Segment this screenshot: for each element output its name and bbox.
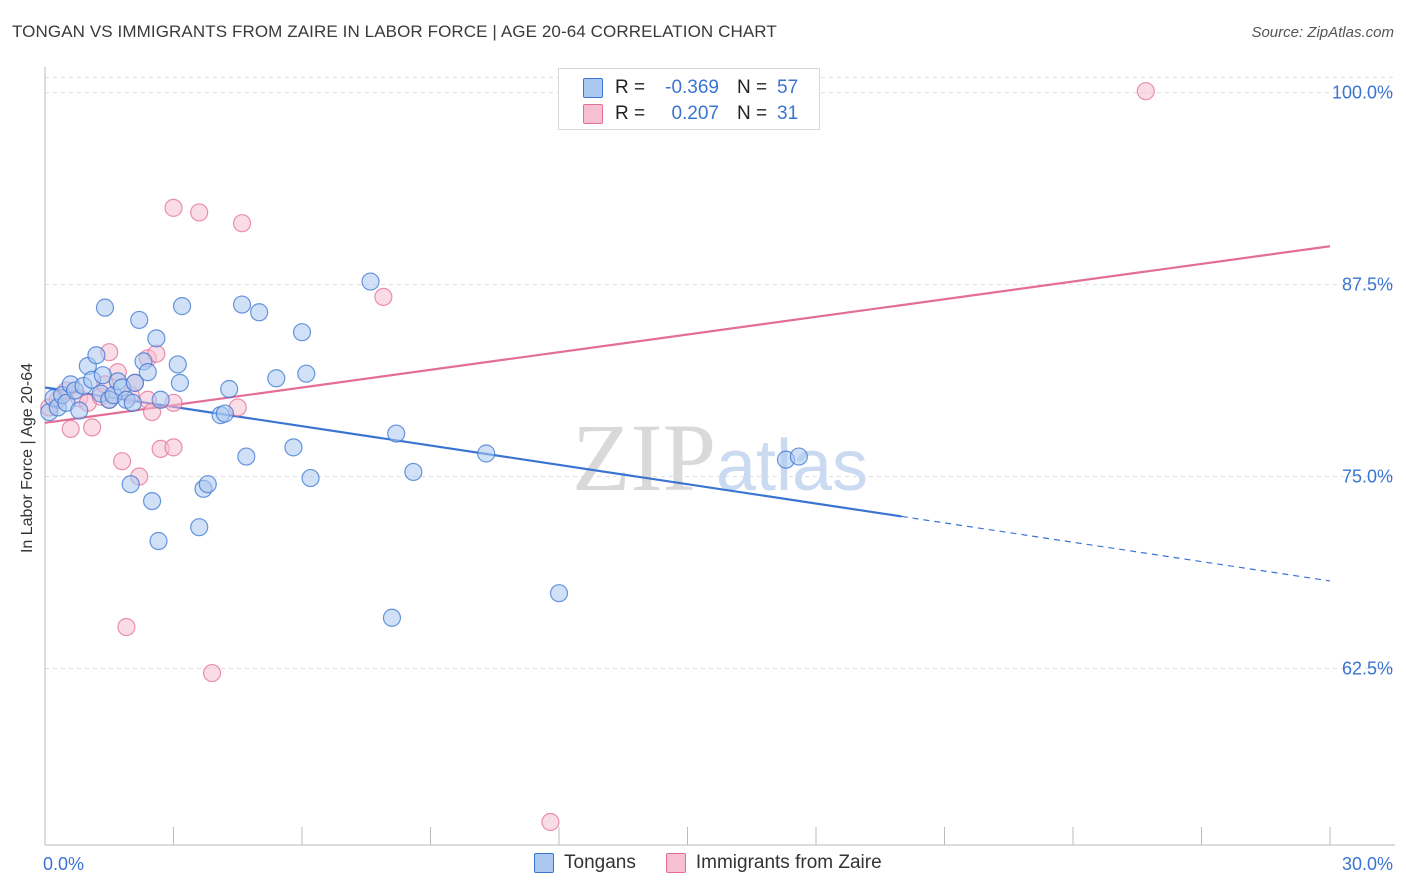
n-label: N = [737,77,768,98]
zaire-point [117,617,136,637]
tick-labels: 62.5% 75.0% 87.5% 100.0% 0.0% 30.0% [43,83,1393,874]
tongans-point [149,531,168,551]
zaire-point [164,438,183,457]
tongans-point [220,379,239,399]
zaire-point [232,214,252,233]
zaire-point [190,203,209,222]
axes [44,67,1395,846]
tongans-point [789,447,808,466]
tongans-point [125,373,145,392]
zaire-point [1136,82,1155,101]
zaire-legend-swatch [665,853,686,873]
tongans-trend-extension [901,515,1331,582]
zaire-point [61,419,80,439]
tongans-point [168,355,187,374]
y-tick-label: 100.0% [1332,83,1393,103]
legend-item-zaire[interactable]: Immigrants from Zaire [665,852,882,874]
tongans-swatch [583,78,603,98]
tongans-point [130,310,149,330]
tongans-point [123,393,142,412]
zaire-trend-line [44,245,1331,424]
tongans-point [301,468,320,488]
legend-row-tongans: R = -0.369 N = 57 [583,77,798,99]
data-points [40,82,1155,832]
source-label: Source: ZipAtlas.com [1251,24,1394,41]
zaire-point [202,663,222,683]
y-axis-label: In Labor Force | Age 20-64 [19,362,36,554]
tongans-point [284,438,303,457]
tongans-point [138,363,157,382]
zaire-point [112,452,132,471]
tongans-point [404,462,423,482]
tongans-point [232,295,252,314]
tongans-point [172,297,192,316]
tongans-point [237,447,256,466]
zaire-point [142,402,162,422]
tongans-point [142,491,162,511]
tongans-point [387,424,406,443]
r-label: R = [615,103,646,124]
zaire-point [164,198,183,217]
n-label: N = [737,103,768,124]
x-tick-label: 0.0% [43,854,84,874]
y-tick-label: 75.0% [1342,467,1393,487]
tongans-point [198,475,217,494]
x-tick-label: 30.0% [1342,854,1393,874]
tongans-point [170,373,190,392]
tongans-point [382,608,402,627]
y-tick-label: 87.5% [1342,275,1393,295]
tongans-point [297,364,316,383]
legend-item-tongans[interactable]: Tongans [534,852,636,874]
zaire-point [374,287,393,306]
n-value: 57 [777,77,799,98]
tongans-point [151,390,170,409]
tongans-point [147,329,166,348]
series-legend: Tongans Immigrants from Zaire [534,852,912,874]
r-value: -0.369 [665,77,719,98]
tongans-point [361,272,380,291]
tongans-point [215,404,234,423]
n-value: 31 [777,103,799,124]
tongans-point [190,518,209,537]
tongans-point [70,401,89,420]
gridlines [45,76,1395,669]
tongans-legend-swatch [534,853,554,873]
tongans-point [121,475,140,494]
tongans-point [267,369,286,388]
legend-label-tongans: Tongans [564,852,636,873]
tongans-point [549,584,569,603]
tongans-point [95,298,115,317]
zaire-point [541,812,560,832]
correlation-legend: R = -0.369 N = 57 R = 0.207 N = 31 [558,68,820,130]
tongans-trend-line [44,386,902,518]
watermark-zip: ZIP [572,404,716,511]
chart-title: TONGAN VS IMMIGRANTS FROM ZAIRE IN LABOR… [12,22,777,41]
zaire-swatch [583,104,603,124]
r-label: R = [615,77,646,98]
y-tick-label: 62.5% [1342,658,1393,678]
tongans-point [477,444,496,463]
tongans-point [87,346,106,365]
legend-label-zaire: Immigrants from Zaire [695,852,882,873]
trend-lines [44,245,1331,582]
zaire-point [83,418,102,437]
tongans-point [292,323,312,342]
tongans-point [250,303,269,322]
watermark: ZIPatlas [572,404,868,511]
legend-row-zaire: R = 0.207 N = 31 [583,103,798,125]
r-value: 0.207 [671,103,719,124]
